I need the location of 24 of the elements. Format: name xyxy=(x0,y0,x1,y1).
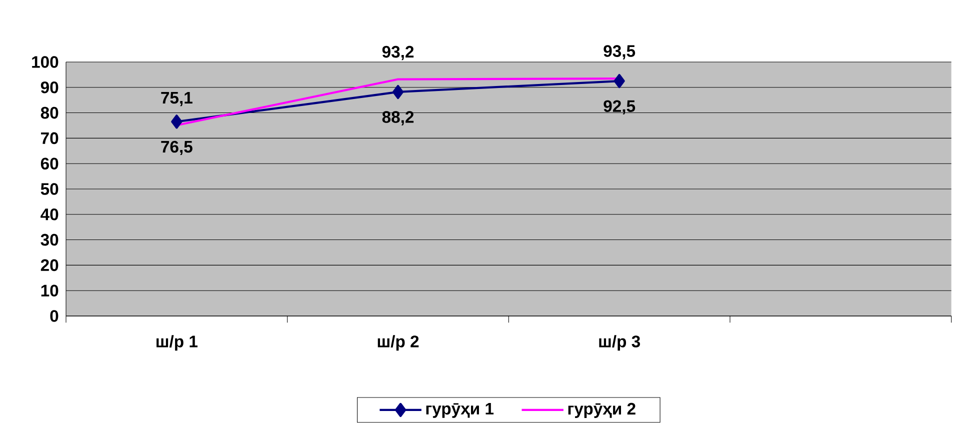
y-tick-label: 10 xyxy=(41,284,58,296)
y-tick-label: 60 xyxy=(40,158,58,170)
y-tick-label: 30 xyxy=(40,234,58,246)
x-tick-label: ш/р 1 xyxy=(156,335,198,351)
legend-label: гурӯҳи 1 xyxy=(426,402,494,418)
x-tick-label: ш/р 2 xyxy=(378,335,419,351)
x-tick-label: ш/р 3 xyxy=(599,335,640,351)
data-label: 76,5 xyxy=(161,140,192,156)
data-label: 93,5 xyxy=(604,45,636,60)
y-tick-label: 40 xyxy=(40,208,58,220)
y-tick-label: 50 xyxy=(40,183,58,195)
point xyxy=(614,74,625,88)
y-tick-label: 0 xyxy=(50,310,58,322)
point xyxy=(392,84,404,100)
data-label: 75,1 xyxy=(161,92,192,106)
point xyxy=(171,114,182,129)
y-tick-label: 80 xyxy=(40,106,58,119)
y-tick-label: 100 xyxy=(32,56,58,68)
y-tick-label: 20 xyxy=(40,259,58,272)
y-tick-label: 70 xyxy=(41,132,58,144)
y-tick-label: 90 xyxy=(40,82,58,94)
legend-label: гурӯҳи 2 xyxy=(568,402,636,418)
data-label: 92,5 xyxy=(604,100,636,114)
data-label: 93,2 xyxy=(382,46,414,60)
